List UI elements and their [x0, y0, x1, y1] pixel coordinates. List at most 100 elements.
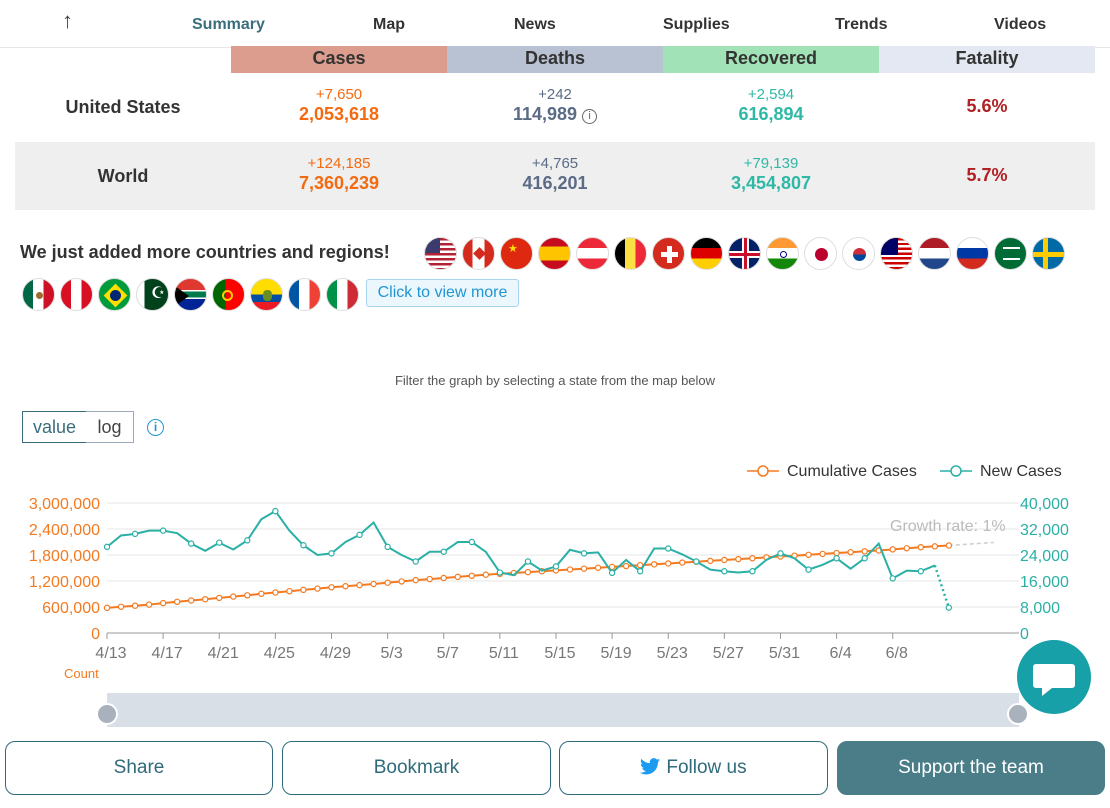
new-cases-point[interactable] [524, 558, 532, 565]
cumulative-cases-point[interactable] [903, 545, 910, 552]
flag-brazil-icon[interactable] [98, 278, 131, 311]
flag-ecuador-icon[interactable] [250, 278, 283, 311]
cumulative-cases-point[interactable] [651, 561, 658, 568]
cumulative-cases-point[interactable] [412, 576, 419, 584]
follow-us-button[interactable]: Follow us [559, 741, 828, 795]
cumulative-cases-point[interactable] [440, 574, 447, 582]
flag-russia-icon[interactable] [956, 237, 989, 270]
cumulative-cases-point[interactable] [594, 564, 602, 571]
cumulative-cases-point[interactable] [749, 555, 756, 562]
cumulative-cases-point[interactable] [889, 546, 896, 553]
flag-south-africa-icon[interactable] [174, 278, 207, 311]
new-cases-point[interactable] [468, 538, 475, 546]
chat-icon[interactable] [1017, 640, 1091, 714]
new-cases-point[interactable] [440, 548, 447, 555]
new-cases-point[interactable] [187, 540, 195, 547]
new-cases-point[interactable] [552, 563, 560, 570]
new-cases-point[interactable] [216, 539, 223, 546]
new-cases-point[interactable] [384, 543, 391, 551]
cumulative-cases-point[interactable] [665, 560, 672, 567]
cumulative-cases-point[interactable] [847, 548, 854, 556]
cumulative-cases-point[interactable] [426, 575, 433, 583]
flag-italy-icon[interactable] [326, 278, 359, 311]
legend-new-cases[interactable]: New Cases [980, 463, 1062, 480]
new-cases-point[interactable] [608, 569, 616, 577]
new-cases-point[interactable] [356, 531, 363, 539]
cumulative-cases-point[interactable] [314, 585, 321, 592]
cumulative-cases-point[interactable] [187, 597, 195, 604]
flag-belgium-icon[interactable] [614, 237, 647, 270]
cumulative-cases-point[interactable] [636, 561, 644, 569]
new-cases-point[interactable] [328, 550, 335, 557]
tab-map[interactable]: Map [373, 16, 405, 33]
flag-france-icon[interactable] [288, 278, 321, 311]
flag-netherlands-icon[interactable] [918, 237, 951, 270]
cumulative-cases-point[interactable] [131, 602, 139, 609]
cumulative-cases-point[interactable] [566, 566, 574, 573]
cumulative-cases-point[interactable] [945, 542, 953, 549]
flag-germany-icon[interactable] [690, 237, 723, 270]
cumulative-cases-point[interactable] [931, 543, 939, 550]
tab-trends[interactable]: Trends [835, 16, 888, 33]
cumulative-cases-point[interactable] [917, 543, 924, 551]
cumulative-cases-point[interactable] [819, 550, 826, 558]
flag-pakistan-icon[interactable]: ☪ [136, 278, 169, 311]
new-cases-point[interactable] [721, 568, 728, 575]
cumulative-cases-point[interactable] [580, 565, 588, 572]
new-cases-point[interactable] [412, 558, 419, 565]
new-cases-point[interactable] [805, 566, 812, 573]
flag-china-icon[interactable]: ★ [500, 237, 533, 270]
cumulative-cases-point[interactable] [805, 551, 812, 558]
cumulative-cases-point[interactable] [342, 582, 349, 590]
new-cases-point[interactable] [103, 543, 111, 551]
new-cases-point[interactable] [131, 530, 139, 538]
tab-videos[interactable]: Videos [994, 16, 1047, 33]
tab-supplies[interactable]: Supplies [663, 16, 730, 33]
cumulative-cases-point[interactable] [328, 584, 335, 591]
cumulative-cases-point[interactable] [286, 587, 293, 595]
cumulative-cases-point[interactable] [398, 578, 405, 585]
flag-uk-icon[interactable] [728, 237, 761, 270]
cumulative-cases-point[interactable] [159, 599, 167, 607]
cumulative-cases-point[interactable] [244, 592, 251, 599]
new-cases-point[interactable] [300, 542, 307, 549]
scale-log-button[interactable]: log [86, 411, 134, 443]
scale-info-icon[interactable]: i [147, 419, 164, 436]
range-handle-right[interactable] [1007, 703, 1029, 725]
new-cases-point[interactable] [159, 527, 167, 534]
cumulative-cases-point[interactable] [370, 580, 377, 588]
cumulative-cases-point[interactable] [145, 601, 153, 608]
new-cases-point[interactable] [749, 568, 756, 575]
cumulative-cases-point[interactable] [202, 595, 209, 603]
flag-austria-icon[interactable] [576, 237, 609, 270]
cumulative-cases-point[interactable] [721, 556, 728, 564]
cumulative-cases-point[interactable] [216, 594, 223, 602]
new-cases-point[interactable] [889, 575, 896, 582]
range-handle-left[interactable] [96, 703, 118, 725]
view-more-countries-button[interactable]: Click to view more [366, 279, 519, 307]
new-cases-point[interactable] [636, 568, 644, 575]
new-cases-point[interactable] [777, 550, 784, 557]
share-button[interactable]: Share [5, 741, 273, 795]
new-cases-point[interactable] [665, 545, 672, 552]
flag-south-korea-icon[interactable] [842, 237, 875, 270]
new-cases-point[interactable] [244, 537, 251, 544]
new-cases-point[interactable] [833, 555, 840, 562]
new-cases-point[interactable] [693, 558, 700, 565]
cumulative-cases-point[interactable] [173, 598, 181, 605]
new-cases-point[interactable] [861, 555, 868, 562]
cumulative-cases-point[interactable] [861, 548, 868, 555]
cumulative-cases-point[interactable] [272, 589, 279, 596]
range-slider-track[interactable] [107, 693, 1019, 727]
new-cases-point[interactable] [917, 568, 924, 575]
cumulative-cases-point[interactable] [468, 572, 475, 580]
info-icon[interactable]: i [582, 109, 598, 124]
flag-saudi-arabia-icon[interactable] [994, 237, 1027, 270]
flag-peru-icon[interactable] [60, 278, 93, 311]
cumulative-cases-point[interactable] [300, 586, 307, 594]
flag-india-icon[interactable] [766, 237, 799, 270]
cumulative-cases-point[interactable] [833, 549, 840, 557]
flag-spain-icon[interactable] [538, 237, 571, 270]
new-cases-point[interactable] [945, 604, 953, 611]
flag-sweden-icon[interactable] [1032, 237, 1065, 270]
